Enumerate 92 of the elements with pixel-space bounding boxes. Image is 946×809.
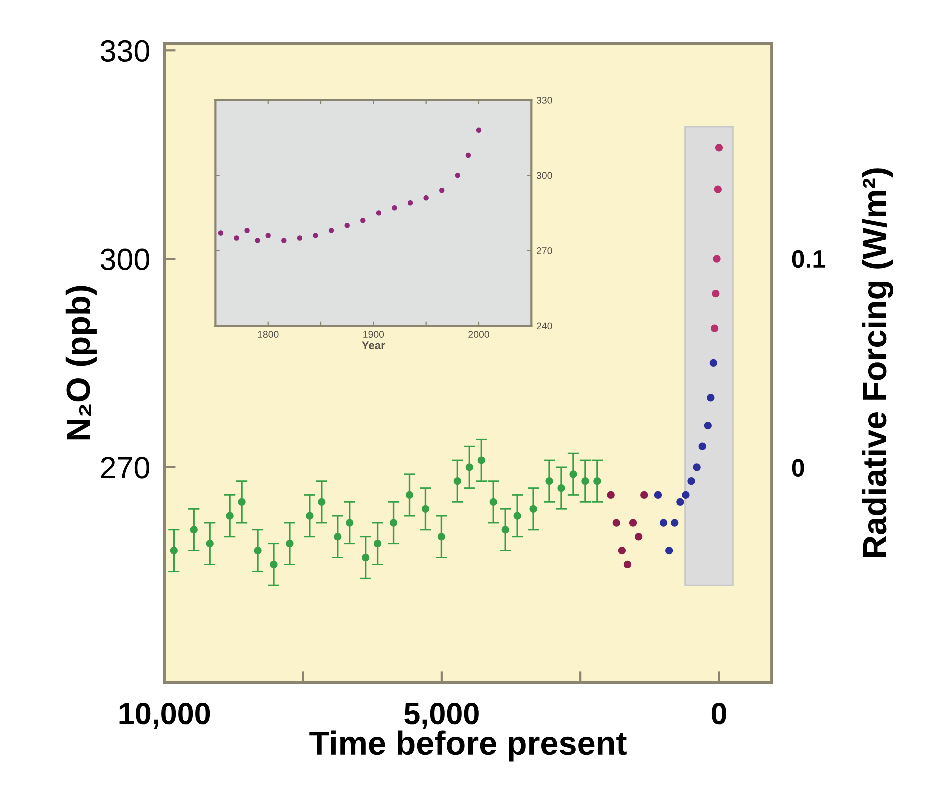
y2-tick-label: 0 (792, 459, 804, 477)
point (344, 223, 350, 228)
point (422, 505, 430, 513)
point (206, 540, 214, 548)
point (693, 464, 701, 472)
point (226, 512, 234, 520)
point (346, 519, 354, 527)
point (624, 560, 632, 569)
point (582, 478, 590, 486)
point (254, 547, 262, 555)
x-axis-title: Time before present (310, 730, 627, 762)
point (306, 512, 314, 520)
x-tick-label: 0 (712, 703, 726, 725)
point (334, 533, 342, 541)
point (712, 290, 720, 298)
point (671, 519, 679, 527)
y-tick-label: 300 (100, 248, 150, 270)
point (710, 359, 718, 368)
point (190, 526, 198, 534)
point (286, 540, 294, 548)
point (713, 255, 721, 263)
point (328, 228, 334, 234)
point (362, 554, 370, 562)
point (392, 206, 398, 211)
point (476, 128, 482, 134)
point (502, 526, 510, 534)
point (466, 464, 474, 472)
point (714, 186, 722, 194)
point (704, 422, 712, 430)
point (374, 540, 382, 548)
point (612, 519, 620, 527)
point (297, 236, 303, 241)
point (698, 442, 706, 450)
point (390, 519, 398, 527)
point (715, 144, 724, 152)
y-tick-label: 270 (537, 248, 552, 254)
point (688, 478, 696, 486)
point (218, 230, 224, 236)
point (676, 498, 684, 506)
point (244, 228, 250, 234)
point (660, 519, 668, 527)
point (466, 152, 472, 158)
point (490, 498, 498, 506)
point (376, 210, 382, 216)
y-tick-label: 270 (101, 457, 150, 479)
point (514, 512, 522, 520)
point (282, 238, 287, 244)
point (707, 394, 715, 402)
point (570, 470, 578, 478)
point (238, 498, 246, 506)
point (629, 519, 638, 527)
point (558, 484, 566, 492)
point (711, 324, 719, 332)
x-tick-label: 10,000 (120, 703, 210, 730)
y-axis-title: N₂O (ppb) (66, 286, 97, 440)
point (266, 233, 271, 238)
point (654, 491, 662, 500)
point (408, 200, 414, 206)
y2-axis-title: Radiative Forcing (W/m²) (862, 168, 894, 558)
point (424, 196, 429, 201)
point (546, 478, 554, 486)
point (640, 491, 648, 500)
point (682, 491, 690, 500)
point (234, 236, 240, 241)
x-tick-label: 1900 (364, 331, 384, 338)
y-tick-label: 240 (537, 322, 552, 330)
x-tick-label: 2000 (468, 331, 490, 338)
y-tick-label: 300 (536, 172, 552, 180)
point (594, 478, 602, 486)
point (455, 172, 461, 178)
point (270, 560, 278, 569)
point (170, 547, 178, 555)
point (313, 233, 318, 238)
y-tick-label: 330 (536, 97, 552, 104)
point (440, 188, 445, 194)
point (607, 491, 615, 500)
point (530, 505, 538, 513)
point (255, 238, 260, 244)
point (618, 547, 626, 555)
point (635, 533, 643, 541)
point (318, 498, 326, 506)
x-tick-label: 1800 (258, 331, 279, 338)
point (666, 547, 674, 555)
point (438, 533, 446, 541)
point (454, 478, 462, 486)
point (360, 218, 366, 224)
x-axis-title: Year (362, 342, 386, 350)
y-tick-label: 330 (100, 40, 150, 62)
point (406, 491, 414, 500)
point (478, 456, 486, 464)
y2-tick-label: 0.1 (792, 250, 826, 268)
x-tick-label: 5,000 (404, 703, 479, 730)
